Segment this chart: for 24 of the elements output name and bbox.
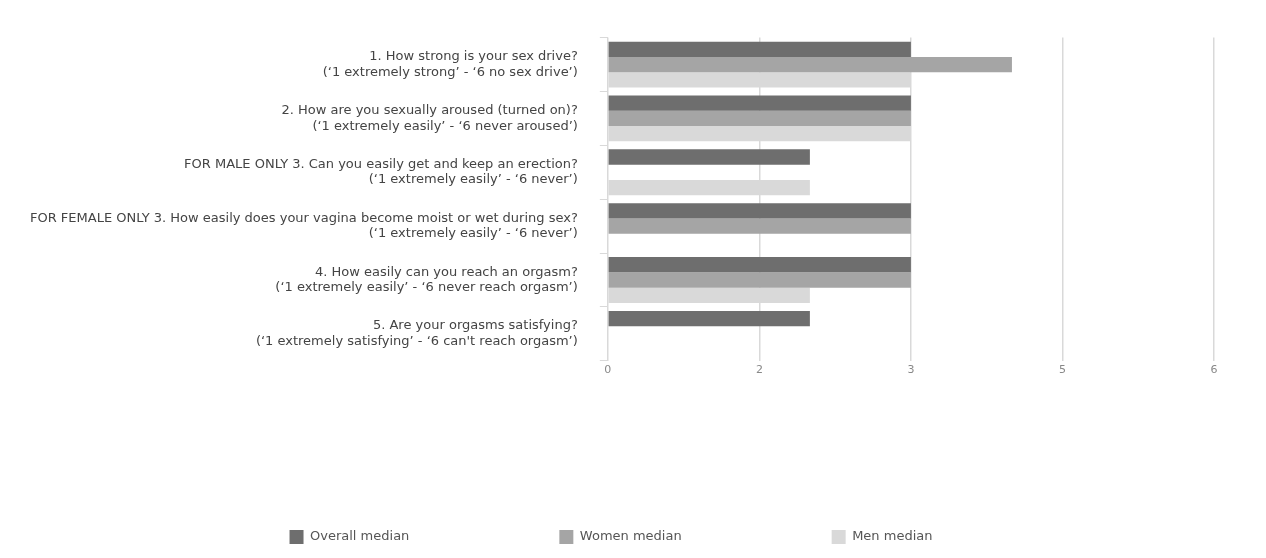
bar	[608, 149, 810, 165]
x-tick-label: 0	[604, 363, 612, 377]
y-tick-label: FOR FEMALE ONLY 3. How easily does your vagina become moist or wet during sex? (‘1 extremely easily’ - ‘6 never’)	[29, 209, 578, 241]
bar	[608, 41, 911, 57]
legend-label: Women median	[579, 528, 682, 544]
y-tick-label: 5. Are your orgasms satisfying? (‘1 extremely satisfying’ - ‘6 can't reach orgasm’)	[255, 317, 578, 349]
bar	[608, 272, 911, 288]
legend-label: Overall median	[310, 528, 410, 544]
x-tick-label: 2	[755, 363, 763, 377]
bar	[608, 203, 911, 219]
bar	[608, 218, 911, 234]
x-tick-label: 5	[1058, 363, 1066, 377]
bar	[608, 95, 911, 111]
y-tick-label: FOR MALE ONLY 3. Can you easily get and keep an erection? (‘1 extremely easily’ - ‘6 never’)	[184, 155, 578, 187]
x-tick-label: 6	[1210, 363, 1218, 377]
y-tick-label: 2. How are you sexually aroused (turned on)? (‘1 extremely easily’ - ‘6 never aroused’)	[281, 101, 578, 133]
y-tick-label: 1. How strong is your sex drive? (‘1 extremely strong’ - ‘6 no sex drive’)	[322, 48, 578, 79]
bar	[608, 257, 911, 273]
bar	[608, 110, 911, 127]
bar	[608, 56, 1012, 73]
y-tick-label: 4. How easily can you reach an orgasm? (‘1 extremely easily’ - ‘6 never reach orgasm’)	[275, 263, 578, 295]
bar	[608, 310, 810, 327]
x-tick-label: 3	[907, 363, 915, 377]
legend-label: Men median	[852, 528, 933, 544]
